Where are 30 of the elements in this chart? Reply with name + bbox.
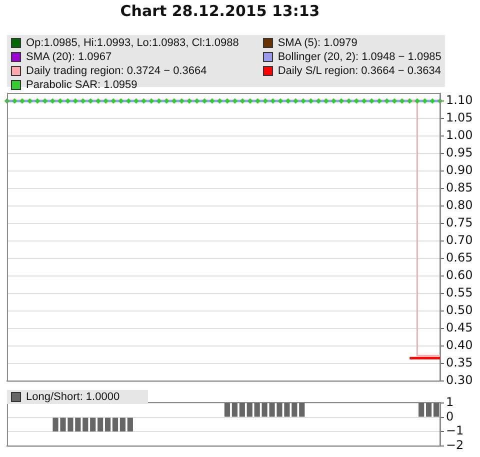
y-tick-label: 0.35 <box>446 355 473 370</box>
y-tick-label: 0.90 <box>446 163 473 178</box>
legend-label: Bollinger (20, 2): 1.0948 − 1.0985 <box>278 51 442 63</box>
legend-label: Daily S/L region: 0.3664 − 0.3634 <box>278 65 442 77</box>
legend-label: Long/Short: 1.0000 <box>26 391 120 403</box>
y-tick-label: 1.10 <box>446 93 473 108</box>
chart-title: Chart 28.12.2015 13:13 <box>119 2 321 20</box>
y-tick-label: 0.85 <box>446 180 473 195</box>
y-tick-label: 0.55 <box>446 285 473 300</box>
legend-label: SMA (5): 1.0979 <box>278 37 358 49</box>
y-tick-label: 1 <box>446 395 454 410</box>
y-tick-label: 1.00 <box>446 128 473 142</box>
y-tick-label: −2 <box>446 438 464 452</box>
y-tick-label: 0.95 <box>446 146 473 160</box>
legend-label: Parabolic SAR: 1.0959 <box>26 79 138 91</box>
y-tick-label: 1.05 <box>446 110 473 125</box>
y-tick-label: 0.60 <box>446 268 473 282</box>
y-tick-label: 0.65 <box>446 250 473 265</box>
y-tick-label: 0.50 <box>446 302 473 317</box>
y-tick-label: 0.80 <box>446 198 473 212</box>
y-tick-label: 0.40 <box>446 338 473 352</box>
y-tick-label: 0.45 <box>446 320 473 334</box>
y-tick-label: 0 <box>446 409 454 424</box>
legend-label: Op:1.0985, Hi:1.0993, Lo:1.0983, Cl:1.0988 <box>26 37 239 49</box>
y-tick-label: 0.75 <box>446 216 473 230</box>
legend-label: Daily trading region: 0.3724 − 0.3664 <box>26 65 207 77</box>
y-tick-label: −1 <box>446 424 464 438</box>
y-tick-label: 0.70 <box>446 233 473 248</box>
y-tick-label: 0.30 <box>446 372 473 387</box>
legend-label: SMA (20): 1.0967 <box>26 51 112 63</box>
